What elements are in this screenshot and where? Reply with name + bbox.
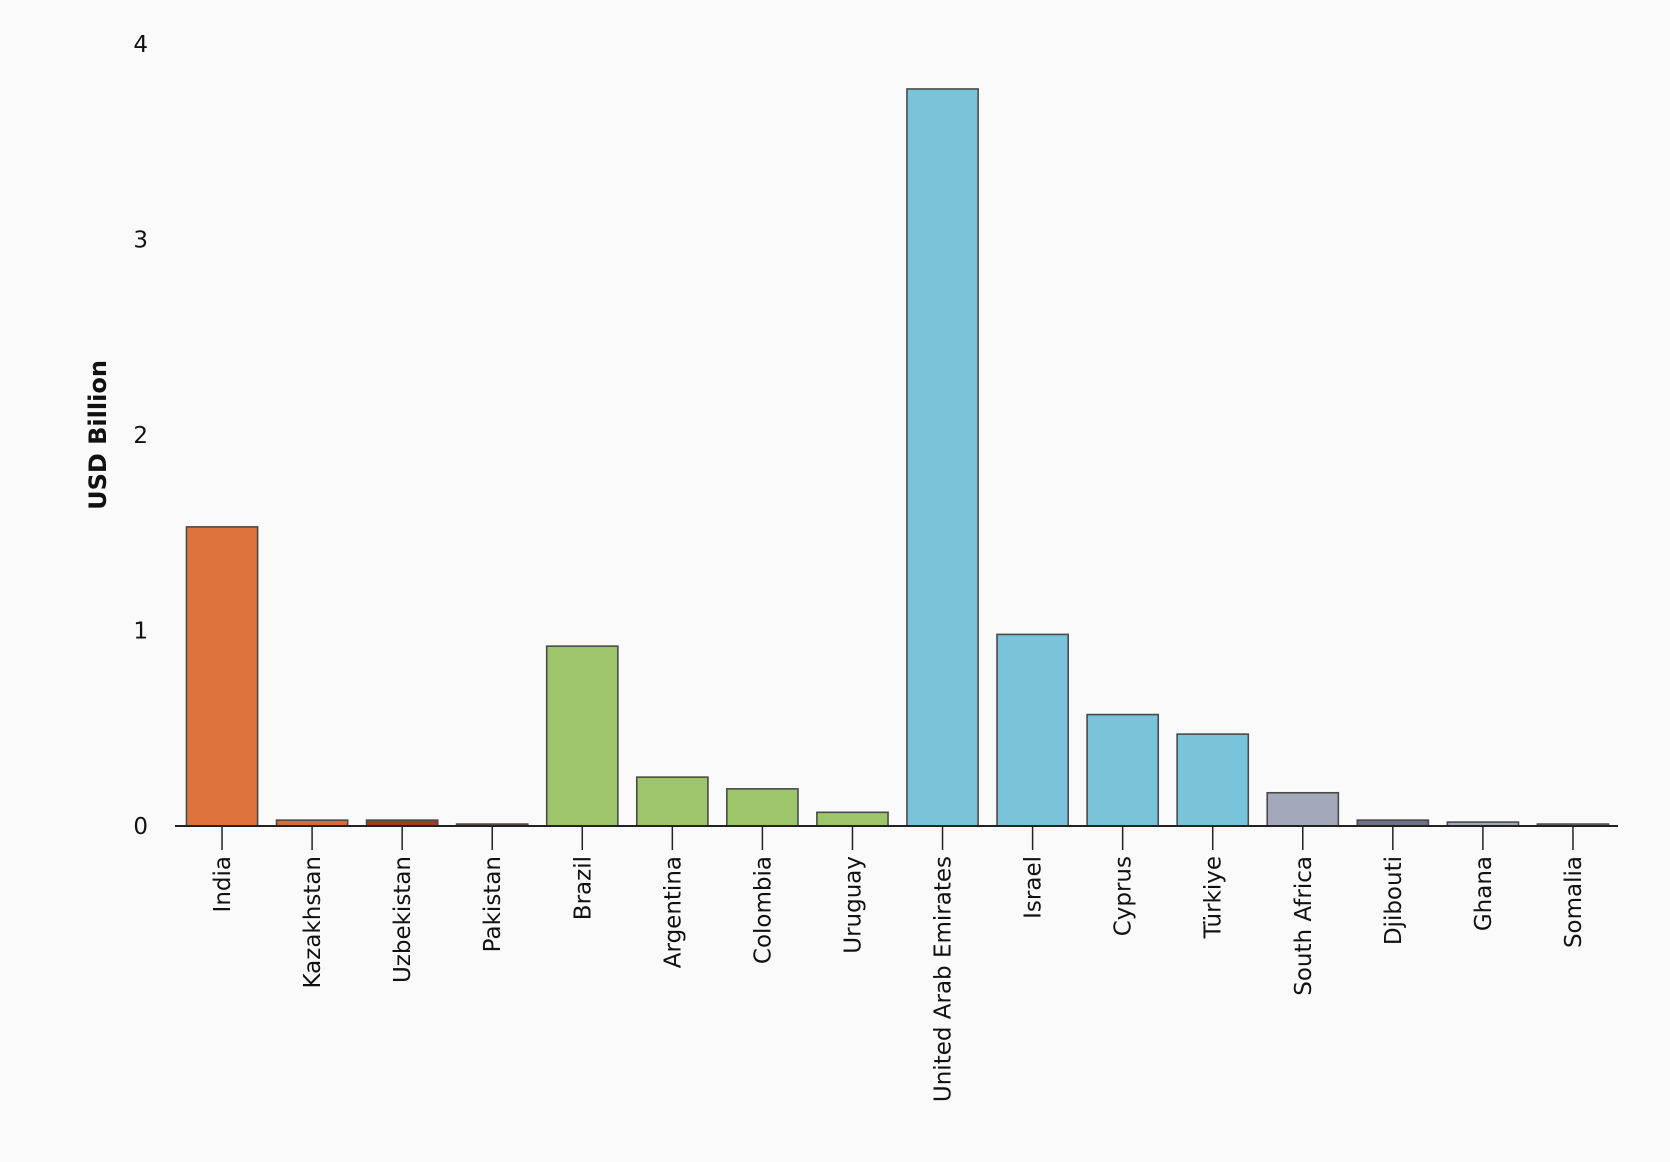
x-tick-label: Pakistan (480, 856, 506, 952)
bar-brazil (545, 645, 619, 827)
x-tick-label: Cyprus (1111, 856, 1137, 936)
y-axis-title-group: USD Billion (84, 360, 112, 510)
y-tick-label: 1 (133, 619, 148, 645)
x-tick-label: Ghana (1471, 856, 1497, 931)
x-tick-label: Argentina (660, 856, 686, 968)
x-tick-label: India (210, 856, 236, 912)
bar-south-africa (1266, 791, 1340, 827)
x-tick-label: South Africa (1291, 856, 1317, 996)
y-tick-label: 2 (133, 423, 148, 449)
x-tick-label: Kazakhstan (300, 856, 326, 989)
bar-colombia (726, 788, 799, 827)
x-tick-label: Uzbekistan (390, 856, 416, 983)
x-tick-label: Colombia (750, 856, 776, 964)
bar-india (185, 526, 259, 827)
y-tick-label: 0 (133, 814, 148, 840)
x-axis-ticks: India Kazakhstan Uzbekistan Pakistan Brazil A… (210, 826, 1587, 1102)
x-tick-label: Türkiye (1201, 856, 1227, 939)
bar-united-arab-emirates (906, 88, 979, 827)
x-tick-label: Uruguay (840, 856, 866, 954)
bar-argentina (635, 776, 709, 827)
x-tick-label: United Arab Emirates (931, 856, 957, 1102)
bar-cyprus (1086, 713, 1160, 827)
y-axis-ticks: 0 1 2 3 4 (133, 32, 148, 840)
x-tick-label: Djibouti (1381, 856, 1407, 945)
y-tick-label: 3 (133, 228, 148, 254)
y-axis-title: USD Billion (84, 360, 112, 510)
x-tick-label: Brazil (570, 856, 596, 920)
x-tick-label: Somalia (1561, 856, 1587, 948)
x-tick-label: Israel (1021, 856, 1047, 919)
bar-israel (996, 633, 1069, 827)
y-tick-label: 4 (133, 32, 148, 58)
bar-t-rkiye (1176, 733, 1250, 827)
bar-uruguay (816, 811, 889, 827)
bars (185, 88, 1610, 827)
